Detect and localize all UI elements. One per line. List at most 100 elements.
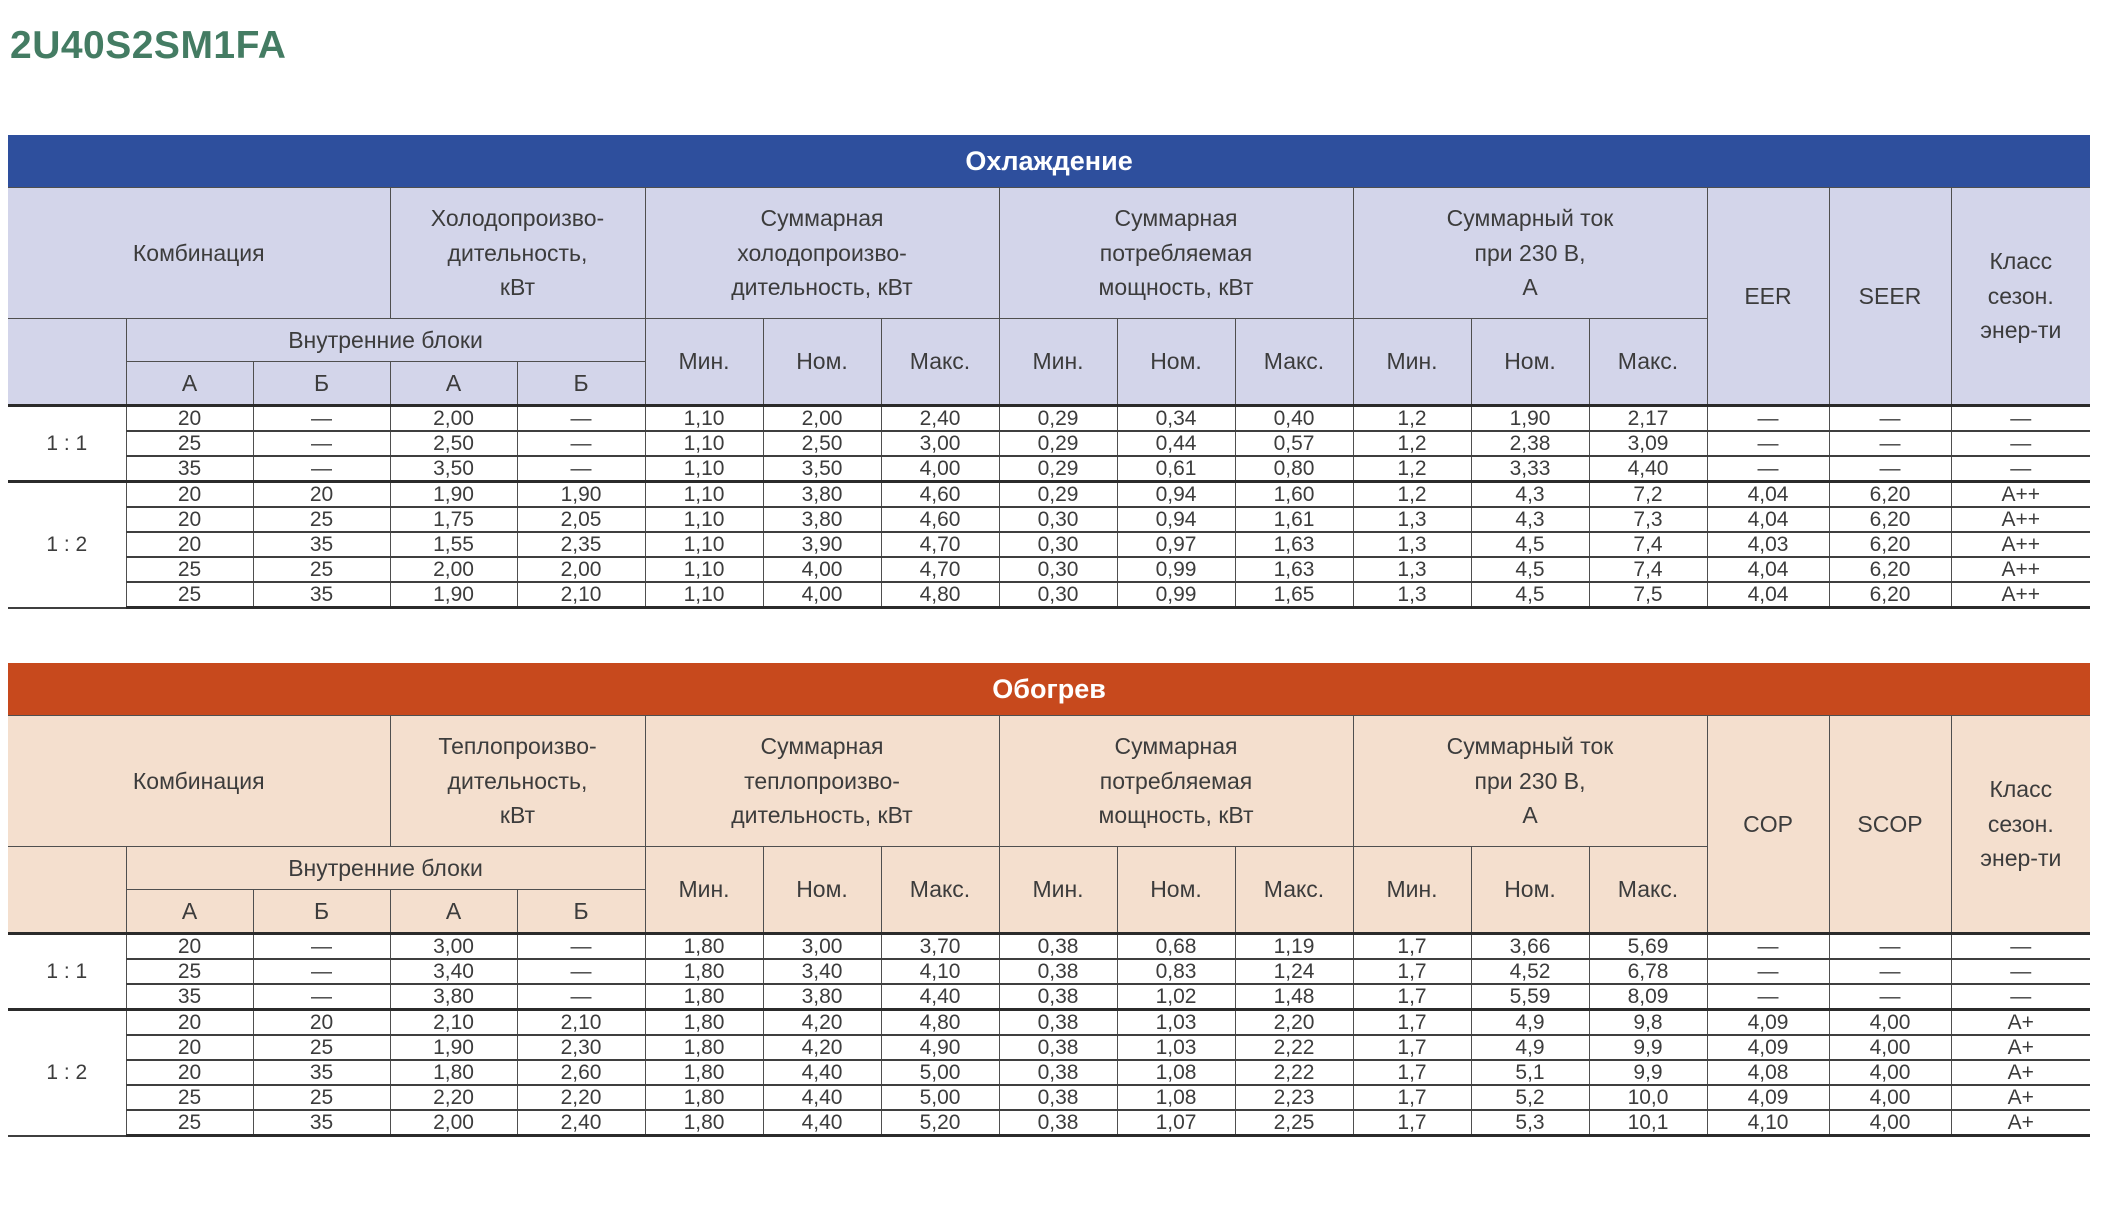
col-header-nom: Ном. bbox=[1470, 846, 1590, 934]
value-cell: 20 bbox=[126, 506, 254, 533]
value-cell: 35 bbox=[252, 531, 391, 558]
value-cell: — bbox=[1706, 455, 1830, 483]
value-cell: 3,00 bbox=[880, 430, 1000, 457]
value-cell: 1,7 bbox=[1352, 1109, 1472, 1137]
value-cell: 1,10 bbox=[644, 430, 764, 457]
table-row: 35—3,50—1,10 3,50 4,00 0,29 0,61 0,80 1,2 3,33 4… bbox=[8, 455, 2091, 483]
value-cell: — bbox=[1950, 932, 2091, 960]
value-cell: A+ bbox=[1950, 1008, 2091, 1036]
value-cell: 6,20 bbox=[1828, 556, 1952, 583]
value-cell: 0,80 bbox=[1234, 455, 1354, 483]
col-header-min: Мин. bbox=[1352, 318, 1472, 406]
value-cell: 4,40 bbox=[762, 1109, 882, 1137]
value-cell: 1,80 bbox=[644, 1034, 764, 1061]
heating-section-banner: Обогрев bbox=[8, 663, 2091, 716]
value-cell: 0,57 bbox=[1234, 430, 1354, 457]
value-cell: — bbox=[516, 983, 646, 1011]
table-row: 25 25 2,20 2,20 1,80 4,40 5,00 0,38 1,08 2,23 1,7 5… bbox=[8, 1084, 2091, 1111]
value-cell: 4,00 bbox=[880, 455, 1000, 483]
value-cell: 1,19 bbox=[1234, 932, 1354, 960]
combination-ratio-cell: 1 : 2 bbox=[8, 480, 127, 609]
value-cell: 2,10 bbox=[516, 581, 646, 609]
value-cell: 0,30 bbox=[998, 506, 1118, 533]
value-cell: — bbox=[1706, 983, 1830, 1011]
value-cell: 0,29 bbox=[998, 480, 1118, 508]
table-row: 20 35 1,80 2,60 1,80 4,40 5,00 0,38 1,08 2,22 1,7 5… bbox=[8, 1059, 2091, 1086]
value-cell: 2,60 bbox=[516, 1059, 646, 1086]
value-cell: 1,02 bbox=[1116, 983, 1236, 1011]
value-cell: 0,29 bbox=[998, 430, 1118, 457]
value-cell: 1,63 bbox=[1234, 531, 1354, 558]
value-cell: 1,75 bbox=[389, 506, 518, 533]
col-header-combination: Комбинация bbox=[8, 715, 391, 847]
value-cell: 0,99 bbox=[1116, 581, 1236, 609]
col-header-indoor-units: Внутренние блоки bbox=[125, 846, 646, 890]
value-cell: 1,90 bbox=[516, 480, 646, 508]
value-cell: 3,70 bbox=[880, 932, 1000, 960]
value-cell: — bbox=[516, 455, 646, 483]
empty-header-cell bbox=[8, 318, 127, 406]
value-cell: — bbox=[516, 958, 646, 985]
header-row-units: Внутренние блоки Мин. Ном. Макс. Мин. Но… bbox=[8, 318, 2090, 406]
table-row: 1 : 2 20 20 1,90 1,90 1,10 3,80 4,60 0,29 0,94 1,6… bbox=[8, 480, 2091, 609]
value-cell: 4,60 bbox=[880, 480, 1000, 508]
value-cell: 1,10 bbox=[644, 581, 764, 609]
page-title: 2U40S2SM1FA bbox=[10, 24, 287, 67]
heating-table: Обогрев Комбинация Теплопроизво- дительн… bbox=[8, 663, 2091, 1137]
value-cell: A++ bbox=[1950, 506, 2091, 533]
value-cell: 1,80 bbox=[644, 983, 764, 1011]
value-cell: 1,10 bbox=[644, 480, 764, 508]
value-cell: 0,83 bbox=[1116, 958, 1236, 985]
value-cell: 1,03 bbox=[1116, 1034, 1236, 1061]
value-cell: 20 bbox=[252, 1008, 391, 1036]
value-cell: 4,10 bbox=[1706, 1109, 1830, 1137]
value-cell: 4,04 bbox=[1706, 581, 1830, 609]
col-header-energy-class: Класс сезон. энер-ти bbox=[1950, 715, 2091, 934]
value-cell: 1,80 bbox=[389, 1059, 518, 1086]
value-cell: 3,00 bbox=[762, 932, 882, 960]
value-cell: A+ bbox=[1950, 1084, 2091, 1111]
value-cell: — bbox=[1950, 983, 2091, 1011]
value-cell: 35 bbox=[252, 1059, 391, 1086]
value-cell: 1,3 bbox=[1352, 556, 1472, 583]
value-cell: 4,5 bbox=[1470, 531, 1590, 558]
value-cell: 4,00 bbox=[1828, 1008, 1952, 1036]
value-cell: 4,04 bbox=[1706, 480, 1830, 508]
heating-table-body: 1 : 1 20—3,00—1,80 3,00 3,70 0,38 0,68 1,19 1,7… bbox=[8, 932, 2091, 1137]
value-cell: 0,94 bbox=[1116, 506, 1236, 533]
value-cell: 35 bbox=[252, 581, 391, 609]
value-cell: 2,00 bbox=[389, 1109, 518, 1137]
cooling-table: Охлаждение Комбинация Холодопроизво- дит… bbox=[8, 135, 2091, 609]
col-header-min: Мин. bbox=[998, 846, 1118, 934]
col-header-unit-a: А bbox=[126, 361, 254, 406]
value-cell: 1,90 bbox=[389, 581, 518, 609]
value-cell: 5,1 bbox=[1470, 1059, 1590, 1086]
value-cell: 25 bbox=[126, 1109, 254, 1137]
value-cell: 20 bbox=[125, 404, 254, 432]
value-cell: 4,5 bbox=[1470, 556, 1590, 583]
value-cell: 1,55 bbox=[389, 531, 518, 558]
value-cell: — bbox=[1950, 455, 2091, 483]
value-cell: 2,00 bbox=[389, 404, 518, 432]
value-cell: — bbox=[516, 430, 646, 457]
value-cell: 5,20 bbox=[880, 1109, 1000, 1137]
col-header-max: Макс. bbox=[880, 846, 1000, 934]
value-cell: 2,00 bbox=[389, 556, 518, 583]
col-header-max: Макс. bbox=[880, 318, 1000, 406]
value-cell: 1,80 bbox=[644, 1059, 764, 1086]
value-cell: 6,20 bbox=[1828, 480, 1952, 508]
value-cell: 20 bbox=[125, 480, 254, 508]
value-cell: 2,10 bbox=[389, 1008, 518, 1036]
value-cell: 1,2 bbox=[1352, 480, 1472, 508]
table-row: 25—3,40—1,80 3,40 4,10 0,38 0,83 1,24 1,7 4,52 6… bbox=[8, 958, 2091, 985]
value-cell: 4,80 bbox=[880, 1008, 1000, 1036]
value-cell: — bbox=[252, 404, 391, 432]
value-cell: A++ bbox=[1950, 556, 2091, 583]
value-cell: 0,34 bbox=[1116, 404, 1236, 432]
table-row: 1 : 2 20 20 2,10 2,10 1,80 4,20 4,80 0,38 1,03 2,2… bbox=[8, 1008, 2091, 1137]
value-cell: 2,35 bbox=[516, 531, 646, 558]
value-cell: 4,00 bbox=[762, 556, 882, 583]
value-cell: 1,7 bbox=[1352, 983, 1472, 1011]
value-cell: 2,38 bbox=[1470, 430, 1590, 457]
value-cell: 5,00 bbox=[880, 1059, 1000, 1086]
